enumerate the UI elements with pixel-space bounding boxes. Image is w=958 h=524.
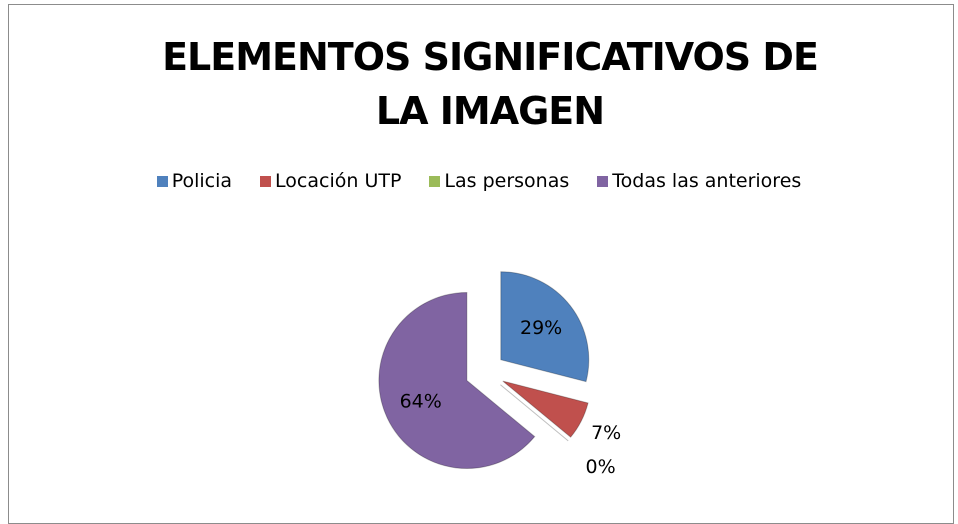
pie-slice — [502, 380, 589, 438]
legend-swatch — [429, 175, 441, 187]
legend-swatch — [260, 175, 272, 187]
legend-item: Todas las anteriores — [597, 170, 801, 192]
legend: Policia Locación UTP Las personas Todas las… — [0, 170, 958, 192]
data-label: 7% — [591, 422, 621, 444]
legend-item: Policia — [156, 170, 233, 192]
chart-title: ELEMENTOS SIGNIFICATIVOS DE LA IMAGEN — [162, 35, 819, 133]
legend-swatch — [156, 175, 168, 187]
pie-slice — [378, 292, 536, 470]
pie-slice — [500, 384, 569, 442]
data-label: 29% — [520, 317, 562, 339]
legend-swatch — [597, 175, 609, 187]
data-label: 0% — [585, 456, 615, 478]
legend-label: Policia — [171, 170, 233, 192]
legend-label: Las personas — [444, 170, 570, 192]
legend-label: Todas las anteriores — [612, 170, 802, 192]
legend-item: Las personas — [429, 170, 569, 192]
legend-label: Locación UTP — [275, 170, 402, 192]
legend-item: Locación UTP — [260, 170, 401, 192]
data-label: 64% — [400, 391, 442, 413]
pie-slice — [500, 271, 590, 383]
